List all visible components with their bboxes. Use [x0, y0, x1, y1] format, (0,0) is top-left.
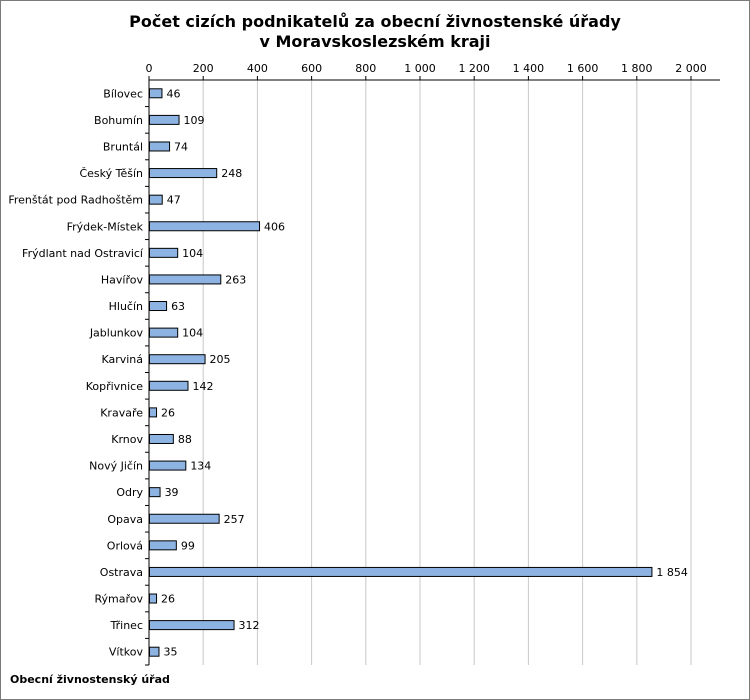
data-label: 39 [165, 486, 179, 499]
category-label: Bruntál [103, 140, 143, 153]
x-tick-label: 1 400 [513, 62, 545, 75]
bar [149, 566, 653, 577]
category-label: Odry [116, 486, 143, 499]
bar [149, 540, 177, 551]
x-tick-label: 600 [301, 62, 322, 75]
category-label: Nový Jičín [89, 460, 143, 473]
category-label: Bohumín [94, 114, 143, 127]
data-label: 257 [224, 513, 245, 526]
category-label: Kravaře [100, 406, 143, 419]
bar [149, 487, 161, 498]
data-label: 263 [225, 273, 246, 286]
category-label: Orlová [107, 539, 143, 552]
x-tick-label: 800 [355, 62, 376, 75]
data-label: 134 [190, 460, 211, 473]
bar [149, 593, 158, 604]
bar [149, 460, 187, 471]
x-tick-label: 1 200 [458, 62, 490, 75]
chart-title-line-1: Počet cizích podnikatelů za obecní živno… [129, 12, 621, 31]
x-tick-label: 400 [247, 62, 268, 75]
category-label: Frýdek-Místek [67, 220, 144, 233]
x-tick-label: 1 600 [567, 62, 599, 75]
bar [149, 354, 206, 365]
category-label: Bílovec [103, 87, 143, 100]
category-label: Český Těšín [79, 167, 143, 180]
category-label: Rýmařov [94, 593, 143, 606]
data-label: 35 [163, 646, 177, 659]
category-label: Jablunkov [89, 327, 144, 340]
data-label: 406 [264, 220, 285, 233]
chart-title: Počet cizích podnikatelů za obecní živno… [0, 12, 750, 52]
data-label: 104 [182, 247, 203, 260]
bar [149, 114, 180, 125]
x-tick-label: 0 [146, 62, 153, 75]
category-label: Hlučín [109, 300, 143, 313]
x-tick-label: 200 [193, 62, 214, 75]
bar [149, 646, 160, 657]
data-label: 312 [239, 619, 260, 632]
category-label: Frenštát pod Radhoštěm [8, 194, 143, 207]
bar [149, 407, 158, 418]
x-tick-label: 1 000 [404, 62, 436, 75]
bar [149, 433, 174, 444]
data-label: 63 [171, 300, 185, 313]
category-label: Havířov [101, 273, 144, 286]
bar [149, 141, 171, 152]
category-label: Krnov [111, 433, 143, 446]
bar [149, 301, 168, 312]
bar [149, 513, 220, 524]
data-label: 99 [181, 539, 195, 552]
data-label: 104 [182, 327, 203, 340]
bar [149, 380, 189, 391]
chart-title-line-2: v Moravskoslezském kraji [259, 32, 491, 51]
category-label: Opava [107, 513, 143, 526]
data-label: 47 [167, 194, 181, 207]
bar [149, 327, 179, 338]
bar [149, 620, 235, 631]
category-label: Ostrava [100, 566, 143, 579]
bar [149, 194, 163, 205]
data-label: 26 [161, 593, 175, 606]
bar [149, 274, 222, 285]
bar [149, 221, 261, 232]
data-label: 74 [174, 140, 188, 153]
data-label: 46 [166, 87, 180, 100]
category-label: Frýdlant nad Ostravicí [22, 247, 144, 260]
data-label: 205 [210, 353, 231, 366]
x-tick-label: 2 000 [675, 62, 707, 75]
data-label: 26 [161, 406, 175, 419]
data-label: 109 [184, 114, 205, 127]
data-label: 248 [221, 167, 242, 180]
category-label: Karviná [101, 353, 143, 366]
category-label: Kopřivnice [86, 380, 144, 393]
data-label: 1 854 [656, 566, 688, 579]
x-tick-label: 1 800 [621, 62, 653, 75]
category-label: Vítkov [109, 646, 144, 659]
bar [149, 247, 179, 258]
category-axis-title: Obecní živnostenský úřad [10, 673, 170, 686]
bar [149, 88, 163, 99]
bar [149, 168, 218, 179]
category-label: Třinec [110, 619, 143, 632]
data-label: 142 [192, 380, 213, 393]
data-label: 88 [178, 433, 192, 446]
